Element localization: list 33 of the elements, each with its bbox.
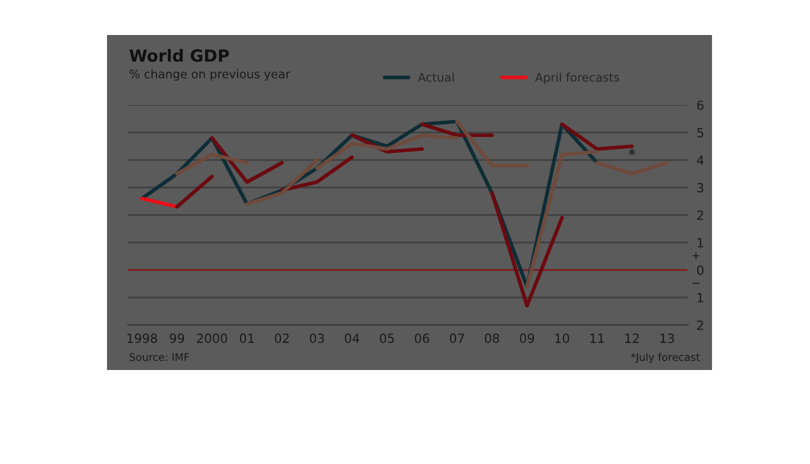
x-tick-label: 03: [310, 334, 324, 344]
y-tick-label: 3: [697, 182, 704, 192]
y-tick-label: 0: [697, 265, 704, 275]
x-tick-label: 01: [240, 334, 254, 344]
x-tick-label: 10: [555, 334, 570, 344]
source-note: Source: IMF: [130, 353, 190, 362]
y-tick-label: 5: [697, 128, 704, 138]
x-tick-label: 05: [380, 334, 394, 344]
x-tick-label: 11: [590, 334, 604, 343]
annotation: *: [628, 148, 636, 156]
x-tick-label: 06: [414, 334, 430, 344]
y-tick-label: 2: [697, 320, 704, 330]
y-tick-label: 1: [698, 238, 704, 248]
x-tick-label: 99: [170, 334, 184, 344]
y-tick-label: 6: [697, 100, 704, 110]
x-tick-label: 13: [660, 334, 674, 344]
x-tick-label: 04: [344, 334, 360, 344]
line-series: [315, 133, 459, 170]
chart-subtitle: % change on previous year: [130, 69, 290, 81]
x-tick-label: 12: [625, 334, 639, 343]
x-tick-label: 07: [450, 334, 464, 344]
text: *July forecast: [630, 352, 700, 364]
x-tick-label: 1998: [127, 334, 158, 344]
chart-title: World GDP: [129, 48, 229, 62]
text: +: [692, 252, 700, 260]
x-tick-label: 02: [274, 334, 289, 344]
x-tick-label: 2000: [197, 334, 228, 344]
x-tick-label: 08: [484, 334, 500, 344]
y-tick-label: 4: [696, 156, 704, 165]
x-tick-label: 09: [520, 334, 534, 344]
text: −: [692, 282, 700, 284]
y-tick-label: 1: [698, 293, 704, 302]
y-tick-label: 2: [697, 210, 704, 220]
